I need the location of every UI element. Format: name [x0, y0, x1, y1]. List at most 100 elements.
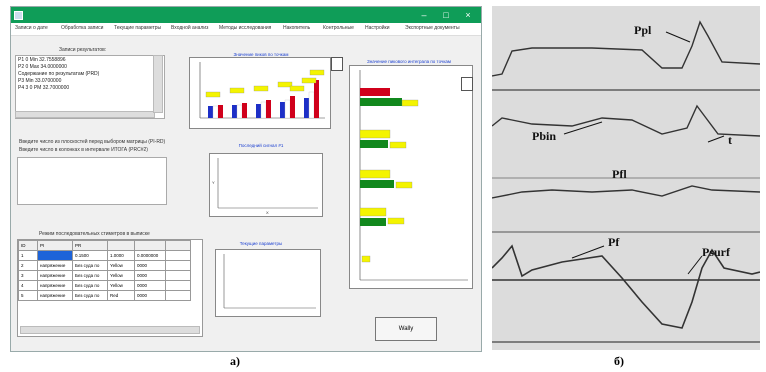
table-cell[interactable]: напряжение — [37, 270, 73, 281]
menu-item-current-params[interactable]: Текущие параметры — [114, 25, 162, 31]
application-window: – □ × Записи о дате Обработка записи Тек… — [10, 6, 482, 352]
bar-chart-svg — [199, 62, 325, 119]
table-cell[interactable]: 1 — [18, 250, 38, 261]
data-label-chip — [205, 91, 221, 98]
menu-item-input-analysis[interactable]: Входной анализ — [171, 25, 209, 31]
table-row[interactable]: 3 напряжение Без суда по Yellow 0000 — [18, 270, 191, 281]
table-cell[interactable] — [165, 260, 191, 271]
menu-item-export[interactable]: Экспортные документы — [405, 25, 460, 31]
leader-line — [707, 135, 725, 143]
bar — [290, 96, 295, 118]
label-pbin: Pbin — [532, 129, 556, 143]
table-cell[interactable]: 0000 — [134, 290, 166, 301]
maximize-icon[interactable]: □ — [443, 10, 449, 20]
small-chart1-xlabel: X — [266, 210, 269, 215]
menu-item-processing[interactable]: Обработка записи — [61, 25, 104, 31]
table-cell[interactable]: Без суда по — [72, 280, 108, 291]
trace-pf — [492, 244, 760, 329]
notes-textarea[interactable] — [17, 157, 167, 205]
oscillogram-photo: Ppl Pbin t Pfl Pf Psurf — [492, 6, 760, 350]
small-chart2-svg — [223, 254, 316, 309]
bar — [280, 102, 285, 118]
table-cell[interactable]: 2 — [18, 260, 38, 271]
table-row[interactable]: 5 напряжение Без суда по Red 0000 — [18, 290, 191, 301]
label-psurf: Psurf — [702, 245, 731, 259]
table-cell[interactable]: 4 — [18, 280, 38, 291]
hbar-chart — [349, 65, 473, 289]
table-cell[interactable]: напряжение — [37, 280, 73, 291]
bar — [242, 103, 247, 118]
table-cell[interactable]: 0000 — [134, 260, 166, 271]
table-cell[interactable]: Yellow — [107, 270, 135, 281]
col-header[interactable]: PR — [72, 240, 108, 251]
results-vscrollbar[interactable] — [153, 55, 163, 113]
hbar — [360, 180, 394, 188]
menu-item-control[interactable]: Контрольные — [323, 25, 354, 31]
menu-item-records[interactable]: Записи о дате — [15, 25, 48, 31]
table-cell[interactable]: Без суда по — [72, 270, 108, 281]
results-hscrollbar[interactable] — [15, 111, 155, 118]
col-header[interactable]: ID — [18, 240, 38, 251]
table-cell[interactable] — [165, 290, 191, 301]
data-label-chip — [253, 85, 269, 92]
trace-ppl — [492, 20, 760, 77]
table-cell-selected[interactable] — [37, 250, 73, 261]
table-cell[interactable]: 0000 — [134, 280, 166, 291]
data-label-chip — [301, 77, 317, 84]
menu-item-storage[interactable]: Накопитель — [283, 25, 311, 31]
hbar — [360, 218, 386, 226]
bar — [314, 80, 319, 118]
table-cell[interactable] — [165, 250, 191, 261]
bar-chart-save-icon[interactable] — [331, 57, 343, 71]
ok-button[interactable]: Wally — [375, 317, 437, 341]
table-cell[interactable]: 0000 — [134, 270, 166, 281]
table-cell[interactable]: Без суда по — [72, 290, 108, 301]
col-header[interactable] — [134, 240, 166, 251]
table-row[interactable]: 2 напряжение Без суда по Yellow 0000 — [18, 260, 191, 271]
table-cell[interactable]: 5 — [18, 290, 38, 301]
table-cell[interactable]: 0.1500 — [72, 250, 108, 261]
col-header[interactable]: PI — [37, 240, 73, 251]
results-listbox[interactable]: P1 0 Min 32.7558896 P2 0 Max 34.0000000 … — [15, 55, 165, 119]
table-cell[interactable]: 0.0000000 — [134, 250, 166, 261]
menu-item-settings[interactable]: Настройки — [365, 25, 390, 31]
result-line: P4 3 0 PM 32.7000000 — [18, 85, 70, 91]
table-cell[interactable]: Yellow — [107, 260, 135, 271]
minimize-icon[interactable]: – — [421, 10, 427, 20]
table-cell[interactable] — [165, 270, 191, 281]
data-label-chip — [395, 181, 413, 189]
table-cell[interactable] — [165, 280, 191, 291]
leader-line — [665, 31, 691, 43]
close-icon[interactable]: × — [465, 10, 471, 20]
table-hscrollbar[interactable] — [20, 326, 200, 334]
menu-item-methods[interactable]: Методы исследования — [219, 25, 272, 31]
table-cell[interactable]: 1.0000 — [107, 250, 135, 261]
bar — [236, 104, 243, 119]
table-header-row: ID PI PR — [18, 240, 191, 251]
table-row[interactable]: 1 0.1500 1.0000 0.0000000 — [18, 250, 191, 261]
hbar — [359, 207, 387, 217]
trace-pbin — [492, 104, 760, 137]
label-pf: Pf — [608, 235, 620, 249]
table-cell[interactable]: напряжение — [37, 290, 73, 301]
label-pfl: Pfl — [612, 167, 627, 181]
small-chart2 — [215, 249, 321, 317]
small-chart1-svg: Y X — [212, 158, 318, 215]
label-ppl: Ppl — [634, 23, 652, 37]
results-header: Записи результатов: — [59, 47, 107, 53]
result-line: P2 0 Max 34.0000000 — [18, 64, 67, 70]
data-label-chip — [389, 141, 407, 149]
col-header[interactable] — [107, 240, 135, 251]
table-cell[interactable]: Red — [107, 290, 135, 301]
bar — [218, 105, 223, 118]
table-row[interactable]: 4 напряжение Без суда по Yellow 0000 — [18, 280, 191, 291]
table-cell[interactable]: напряжение — [37, 260, 73, 271]
table-cell[interactable]: Без суда по — [72, 260, 108, 271]
hbar-chart-save-icon[interactable] — [461, 77, 473, 91]
small-chart1-title: Последний сигнал #1 — [238, 143, 284, 148]
hbar — [360, 140, 388, 148]
col-header[interactable] — [165, 240, 191, 251]
bar — [260, 101, 267, 119]
table-cell[interactable]: Yellow — [107, 280, 135, 291]
table-cell[interactable]: 3 — [18, 270, 38, 281]
